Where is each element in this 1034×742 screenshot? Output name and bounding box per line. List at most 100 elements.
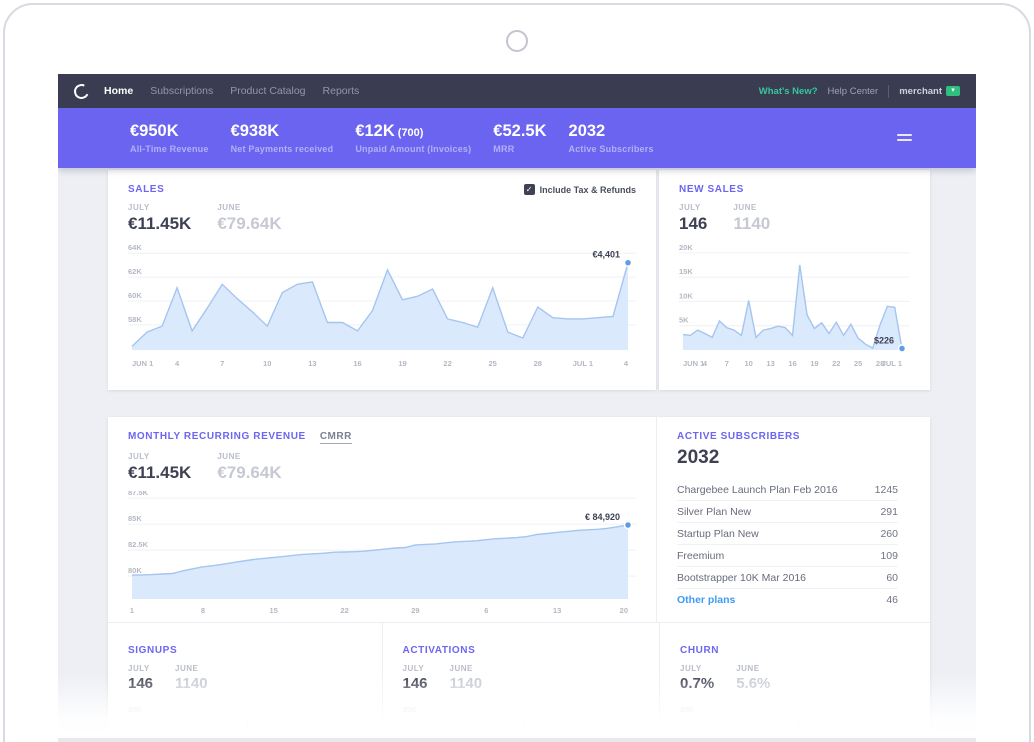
svg-text:15K: 15K (403, 729, 417, 738)
svg-text:20K: 20K (403, 705, 417, 714)
nav-divider (888, 84, 890, 98)
period-previous-label: JUNE (733, 203, 757, 212)
sales-title: SALES (128, 184, 165, 195)
stat-net-payments: €938K Net Payments received (231, 122, 334, 154)
cmrr-link[interactable]: CMRR (319, 431, 352, 444)
period-previous-label: JUNE (175, 664, 199, 673)
plan-row: Startup Plan New 260 (677, 523, 898, 545)
svg-text:15K: 15K (680, 729, 694, 738)
stat-value: 2032 (568, 122, 606, 140)
plan-count: 109 (880, 549, 898, 562)
churn-current-value: 0.7% (680, 675, 715, 692)
plan-row: Chargebee Launch Plan Feb 2016 1245 (677, 479, 898, 501)
svg-text:19: 19 (398, 359, 406, 368)
svg-text:22: 22 (340, 606, 348, 615)
svg-text:JUL 1: JUL 1 (573, 359, 593, 368)
svg-text:25: 25 (854, 359, 862, 368)
svg-text:4: 4 (175, 359, 180, 368)
new-sales-period-values: JULY 146 JUNE 1140 (679, 203, 910, 234)
svg-text:JUN 1: JUN 1 (683, 359, 704, 368)
churn-chart: 20K 15K (680, 705, 910, 742)
svg-text:22: 22 (832, 359, 840, 368)
top-navbar: Home Subscriptions Product Catalog Repor… (58, 74, 976, 108)
help-center-link[interactable]: Help Center (827, 85, 879, 97)
top-card-row: SALES ✓ Include Tax & Refunds JULY €11.4… (108, 170, 930, 390)
svg-text:10: 10 (745, 359, 753, 368)
period-current-label: JULY (680, 664, 702, 673)
bottom-strip (58, 738, 976, 742)
svg-text:20K: 20K (680, 705, 694, 714)
svg-text:25: 25 (489, 359, 497, 368)
svg-text:€4,401: €4,401 (592, 250, 620, 260)
period-current-label: JULY (128, 452, 150, 461)
nav-item-product-catalog[interactable]: Product Catalog (230, 85, 306, 97)
svg-text:28: 28 (876, 359, 884, 368)
overview-bottom-row: SIGNUPS JULY 146 JUNE 1140 20K 15K (108, 623, 930, 742)
sales-period-values: JULY €11.45K JUNE €79.64K (128, 203, 636, 234)
sales-card: SALES ✓ Include Tax & Refunds JULY €11.4… (108, 170, 656, 390)
svg-text:4: 4 (703, 359, 708, 368)
vertical-divider (656, 417, 657, 622)
plan-name: Freemium (677, 549, 725, 562)
sales-chart: 64K 62K 60K 58K JUN 1 4 7 10 13 16 19 22 25 28 JUL 1 4 €… (128, 243, 636, 368)
stat-value: €12K (700) (355, 122, 424, 140)
stats-collapse-icon[interactable] (897, 134, 912, 141)
checkbox-check-icon: ✓ (523, 184, 535, 195)
svg-text:85K: 85K (128, 514, 142, 523)
nav-item-reports[interactable]: Reports (322, 85, 360, 97)
stat-value: €938K (230, 122, 280, 140)
nav-item-subscriptions[interactable]: Subscriptions (150, 85, 214, 97)
svg-text:€ 84,920: € 84,920 (585, 512, 620, 522)
plan-list: Chargebee Launch Plan Feb 2016 1245 Silv… (677, 479, 898, 610)
include-tax-checkbox[interactable]: ✓ Include Tax & Refunds (523, 184, 636, 195)
mrr-chart: 87.5K 85K 82.5K 80K 1 8 15 22 29 6 13 20 € 84,920 (128, 491, 636, 615)
svg-text:16: 16 (353, 359, 361, 368)
svg-text:13: 13 (766, 359, 774, 368)
stat-label: Active Subscribers (568, 144, 654, 154)
stat-label: MRR (493, 144, 515, 154)
merchant-menu[interactable]: merchant ▾ (899, 86, 960, 97)
chargebee-logo[interactable] (71, 81, 92, 101)
stat-suffix: (700) (397, 127, 424, 139)
svg-text:60K: 60K (128, 291, 142, 300)
svg-text:JUL 1: JUL 1 (882, 359, 902, 368)
merchant-label: merchant (899, 85, 942, 97)
svg-text:16: 16 (788, 359, 796, 368)
overview-card: MONTHLY RECURRING REVENUE CMRR JULY €11.… (108, 417, 930, 742)
svg-text:22: 22 (443, 359, 451, 368)
period-current-label: JULY (402, 664, 425, 673)
period-current-label: JULY (128, 203, 150, 212)
svg-text:28: 28 (534, 359, 542, 368)
stat-value: €52.5K (493, 122, 547, 140)
svg-text:7: 7 (725, 359, 729, 368)
nav-item-home[interactable]: Home (104, 85, 134, 97)
signups-section: SIGNUPS JULY 146 JUNE 1140 20K 15K (108, 623, 382, 742)
whats-new-link[interactable]: What's New? (758, 85, 818, 97)
other-plans-link[interactable]: Other plans (677, 593, 736, 606)
new-sales-card: NEW SALES JULY 146 JUNE 1140 20K 15K 10K 5K… (659, 170, 930, 390)
mrr-current-value: €11.45K (128, 463, 192, 482)
svg-text:64K: 64K (128, 243, 142, 252)
activations-current-value: 146 (402, 675, 428, 692)
stat-value: €950K (130, 122, 179, 140)
svg-text:8: 8 (201, 606, 205, 615)
stat-all-time-revenue: €950K All-Time Revenue (130, 122, 209, 154)
plan-row: Freemium 109 (677, 545, 898, 567)
navbar-right: What's New? Help Center merchant ▾ (758, 84, 960, 98)
activations-title: ACTIVATIONS (402, 645, 476, 656)
overview-top-row: MONTHLY RECURRING REVENUE CMRR JULY €11.… (108, 417, 930, 622)
svg-text:1: 1 (130, 606, 134, 615)
active-subscribers-total: 2032 (677, 447, 720, 468)
plan-name: Chargebee Launch Plan Feb 2016 (677, 483, 838, 496)
new-sales-current-value: 146 (679, 214, 708, 233)
svg-text:10: 10 (263, 359, 271, 368)
stat-label: All-Time Revenue (130, 144, 209, 154)
period-previous-label: JUNE (217, 203, 241, 212)
dashboard-screen: Home Subscriptions Product Catalog Repor… (58, 74, 976, 742)
period-previous-label: JUNE (736, 664, 760, 673)
period-current-label: JULY (128, 664, 150, 673)
plan-count: 291 (880, 505, 898, 518)
svg-text:13: 13 (308, 359, 316, 368)
